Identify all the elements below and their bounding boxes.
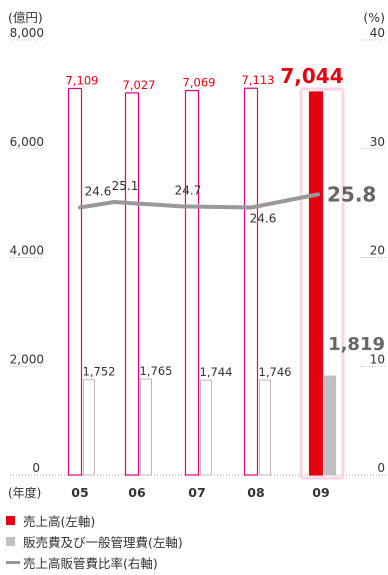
bar-sales-07 xyxy=(184,90,200,476)
legend-item-ratio: 売上高販管費比率(右軸) xyxy=(6,553,158,572)
legend-label-sga: 販売費及び一般管理費(左軸) xyxy=(23,535,183,550)
data-label-sga-07: 1,744 xyxy=(200,365,233,379)
legend-item-sga: 販売費及び一般管理費(左軸) xyxy=(6,532,183,551)
legend-line-ratio xyxy=(6,561,20,564)
legend-swatch-sales xyxy=(6,516,15,525)
x-tick-label-06: 06 xyxy=(128,485,146,500)
ratio-line xyxy=(78,192,320,210)
data-label-sga-08: 1,746 xyxy=(259,365,292,379)
right-tick-label: 20 xyxy=(370,244,385,258)
bar-sales-09 xyxy=(308,91,324,476)
left-tick-label: 0 xyxy=(32,461,40,475)
data-label-sga-06: 1,765 xyxy=(140,364,173,378)
data-label-sales-08: 7,113 xyxy=(242,73,275,87)
left-tick-label: 2,000 xyxy=(10,352,44,366)
left-tick-label: 8,000 xyxy=(10,26,44,40)
bar-sga-07 xyxy=(200,379,212,476)
data-label-sga-09: 1,819 xyxy=(328,334,385,355)
legend-item-sales: 売上高(左軸) xyxy=(6,511,95,530)
left-tick-label: 6,000 xyxy=(10,135,44,149)
x-axis-label: (年度) xyxy=(8,485,41,500)
data-label-sga-05: 1,752 xyxy=(83,365,116,379)
bar-sga-09 xyxy=(324,375,336,476)
x-tick-label-07: 07 xyxy=(188,485,205,500)
bar-sga-06 xyxy=(140,378,152,476)
bar-sales-08 xyxy=(243,87,259,476)
data-label-sales-05: 7,109 xyxy=(66,73,99,87)
bar-sales-05 xyxy=(67,87,83,476)
x-tick-label-09: 09 xyxy=(312,485,329,500)
legend-label-ratio: 売上高販管費比率(右軸) xyxy=(23,556,158,571)
legend-swatch-sga xyxy=(6,537,15,546)
highlight-glow xyxy=(299,87,345,480)
right-tick-label: 40 xyxy=(370,26,385,40)
x-tick-label-05: 05 xyxy=(71,485,88,500)
right-tick-label: 30 xyxy=(370,135,385,149)
data-label-ratio-08: 24.6 xyxy=(250,211,277,225)
bar-sales-06 xyxy=(124,92,140,476)
right-axis-unit: (%) xyxy=(363,10,385,25)
data-label-ratio-05: 24.6 xyxy=(85,184,112,198)
data-label-sales-06: 7,027 xyxy=(123,78,156,92)
left-axis-unit: (億円) xyxy=(8,10,43,25)
bar-sga-08 xyxy=(259,379,271,476)
data-label-ratio-07: 24.7 xyxy=(175,183,202,197)
data-label-sales-09: 7,044 xyxy=(280,64,343,88)
right-tick-label: 10 xyxy=(370,352,385,366)
legend-label-sales: 売上高(左軸) xyxy=(23,514,96,529)
data-label-ratio-09: 25.8 xyxy=(327,182,376,206)
right-tick-label: 0 xyxy=(377,461,385,475)
data-label-sales-07: 7,069 xyxy=(183,76,216,90)
data-label-ratio-06: 25.1 xyxy=(112,179,139,193)
bar-sga-05 xyxy=(83,379,95,476)
chart: (億円) (%) 0 2,000 4,000 6,000 8,000 0 10 20 30 40 05 0… xyxy=(8,10,386,500)
x-tick-label-08: 08 xyxy=(247,485,264,500)
left-tick-label: 4,000 xyxy=(10,244,44,258)
